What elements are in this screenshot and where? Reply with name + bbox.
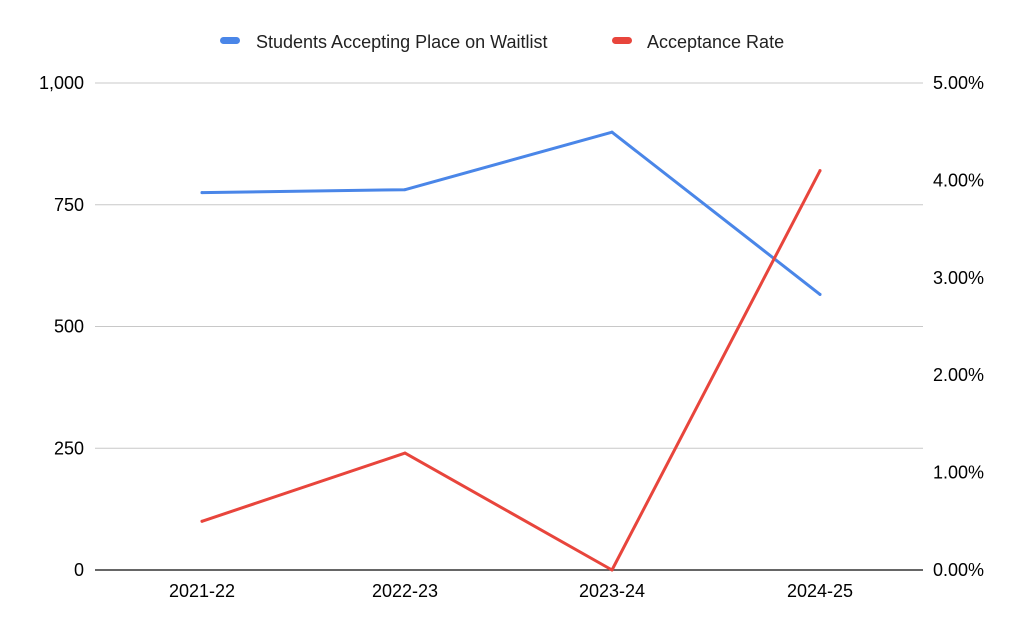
data-point: [610, 568, 614, 572]
axes: 0 250 500 750 1,000 0.00% 1.00% 2.00% 3.00% 4.00%…: [39, 73, 984, 601]
legend-swatch: [612, 37, 632, 44]
data-point: [403, 451, 407, 455]
y-right-tick-label: 3.00%: [933, 268, 984, 288]
x-tick-label: 2024-25: [787, 581, 853, 601]
y-right-tick-label: 4.00%: [933, 170, 984, 190]
y-left-tick-label: 0: [74, 560, 84, 580]
x-tick-label: 2023-24: [579, 581, 645, 601]
y-left-tick-label: 250: [54, 438, 84, 458]
legend-label: Acceptance Rate: [647, 32, 784, 52]
series-lines: [200, 130, 822, 572]
y-left-tick-label: 500: [54, 317, 84, 337]
data-point: [200, 519, 204, 523]
x-tick-label: 2021-22: [169, 581, 235, 601]
data-point: [403, 188, 407, 192]
series-line-acceptance-rate: [200, 169, 822, 572]
legend: Students Accepting Place on Waitlist Acce…: [220, 32, 784, 52]
y-left-tick-label: 750: [54, 195, 84, 215]
x-tick-label: 2022-23: [372, 581, 438, 601]
data-point: [818, 169, 822, 173]
legend-label: Students Accepting Place on Waitlist: [256, 32, 548, 52]
y-right-tick-label: 2.00%: [933, 365, 984, 385]
data-point: [610, 130, 614, 134]
gridlines: [95, 82, 923, 449]
data-point: [200, 191, 204, 195]
y-right-tick-label: 1.00%: [933, 463, 984, 483]
y-right-tick-label: 5.00%: [933, 73, 984, 93]
y-left-tick-label: 1,000: [39, 73, 84, 93]
series-line-waitlist-students: [200, 130, 822, 296]
legend-swatch: [220, 37, 240, 44]
data-point: [818, 292, 822, 296]
y-right-tick-label: 0.00%: [933, 560, 984, 580]
